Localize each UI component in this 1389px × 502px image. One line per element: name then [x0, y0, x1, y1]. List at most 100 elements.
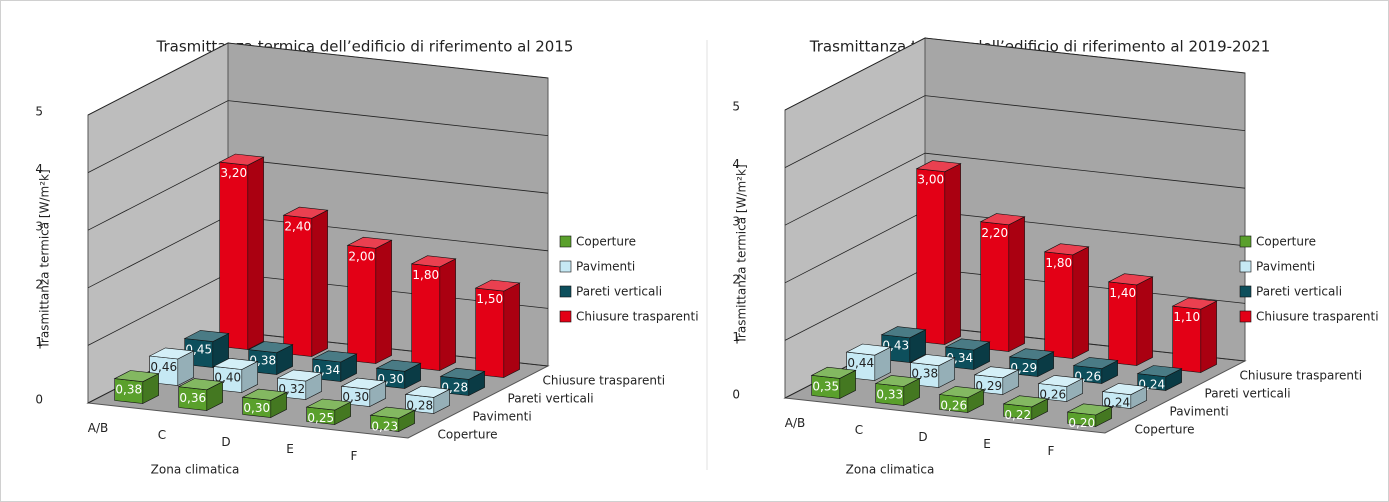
- value-label: 0,35: [812, 379, 839, 393]
- legend-swatch: [1239, 285, 1252, 298]
- bar: [1037, 375, 1084, 402]
- depth-label: Chiusure trasparenti: [543, 374, 666, 388]
- bar-top: [979, 213, 1026, 226]
- value-label: 2,20: [981, 226, 1008, 240]
- y-tick-label: 3: [35, 220, 43, 234]
- value-label: 0,30: [243, 401, 270, 415]
- bar-top: [282, 206, 329, 219]
- bar-top: [183, 330, 230, 342]
- bar-top: [241, 388, 288, 401]
- bar-top: [1037, 375, 1084, 387]
- bar-top: [1008, 348, 1055, 361]
- value-label: 0,40: [214, 370, 241, 384]
- value-label: 3,20: [220, 166, 247, 180]
- y-tick-label: 1: [732, 330, 740, 344]
- bar-top: [305, 398, 352, 411]
- x-tick-label: A/B: [88, 421, 108, 435]
- bar-top: [1043, 243, 1090, 256]
- y-tick-label: 4: [35, 162, 43, 176]
- bar-top: [346, 236, 393, 249]
- x-tick-label: F: [351, 449, 358, 463]
- value-label: 0,46: [150, 360, 177, 374]
- legend-label: Chiusure trasparenti: [576, 310, 699, 324]
- bar-top: [375, 359, 422, 372]
- bar-top: [369, 406, 416, 419]
- bar: [177, 378, 224, 411]
- bar: [1066, 403, 1113, 427]
- value-label: 0,24: [1103, 396, 1130, 410]
- legend-swatch: [559, 260, 572, 273]
- value-label: 0,25: [307, 411, 334, 425]
- x-tick-label: A/B: [785, 416, 805, 430]
- bar: [305, 398, 352, 425]
- bar-top: [944, 338, 991, 351]
- bar: [1107, 273, 1154, 366]
- bar: [845, 343, 892, 381]
- legend-swatch: [1239, 235, 1252, 248]
- bar: [915, 160, 962, 345]
- bar-top: [404, 385, 451, 398]
- value-label: 0,22: [1004, 408, 1031, 422]
- bar-side: [311, 209, 328, 357]
- value-label: 0,33: [876, 387, 903, 401]
- legend-label: Coperture: [576, 235, 636, 249]
- bar-side: [1136, 276, 1153, 366]
- bar-top: [1066, 403, 1113, 416]
- value-label: 1,80: [1045, 256, 1072, 270]
- bar: [410, 255, 457, 371]
- y-tick-label: 5: [732, 100, 740, 114]
- value-label: 0,38: [115, 383, 142, 397]
- x-axis-label: Zona climatica: [846, 463, 935, 477]
- value-label: 1,50: [476, 292, 503, 306]
- legend-label: Chiusure trasparenti: [1256, 310, 1379, 324]
- value-label: 0,38: [911, 367, 938, 381]
- legend-label: Coperture: [1256, 235, 1316, 249]
- bar-top: [915, 160, 962, 173]
- value-label: 3,00: [917, 173, 944, 187]
- x-tick-label: C: [158, 428, 166, 442]
- bar: [241, 388, 288, 418]
- bar-top: [410, 255, 457, 268]
- value-label: 0,26: [940, 399, 967, 413]
- depth-label: Pareti verticali: [508, 392, 594, 406]
- bar-top: [874, 375, 921, 387]
- bar-side: [1008, 216, 1025, 352]
- value-label: 2,40: [284, 219, 311, 233]
- bar: [346, 236, 393, 364]
- bar: [340, 377, 387, 407]
- value-label: 0,26: [1039, 388, 1066, 402]
- bar-side: [944, 163, 961, 345]
- bar-top: [212, 357, 259, 370]
- bar-top: [439, 367, 486, 380]
- bar-side: [375, 239, 392, 364]
- bar-side: [503, 282, 520, 378]
- bar-top: [474, 279, 521, 292]
- legend-swatch: [1239, 310, 1252, 323]
- bar-top: [810, 366, 857, 379]
- legend-label: Pavimenti: [576, 260, 635, 274]
- value-label: 0,23: [371, 419, 398, 433]
- bar: [1171, 297, 1218, 373]
- y-tick-label: 3: [732, 215, 740, 229]
- bar-side: [439, 258, 456, 371]
- y-tick-label: 0: [35, 393, 43, 407]
- bar-top: [1136, 365, 1183, 378]
- bar-front: [219, 161, 249, 350]
- depth-label: Pareti verticali: [1205, 387, 1291, 401]
- depth-label: Chiusure trasparenti: [1240, 369, 1363, 383]
- bar-top: [247, 341, 294, 354]
- bar: [1072, 357, 1119, 384]
- value-label: 1,40: [1109, 286, 1136, 300]
- depth-label: Pavimenti: [1170, 405, 1229, 419]
- legend-swatch: [559, 285, 572, 298]
- bar: [874, 375, 921, 406]
- bar-top: [938, 386, 985, 398]
- legend-swatch: [559, 310, 572, 323]
- bar: [375, 359, 422, 389]
- value-label: 0,20: [1068, 416, 1095, 430]
- bar: [311, 350, 358, 382]
- bar: [938, 386, 985, 413]
- value-label: 0,28: [406, 398, 433, 412]
- x-tick-label: F: [1048, 444, 1055, 458]
- value-label: 2,00: [348, 249, 375, 263]
